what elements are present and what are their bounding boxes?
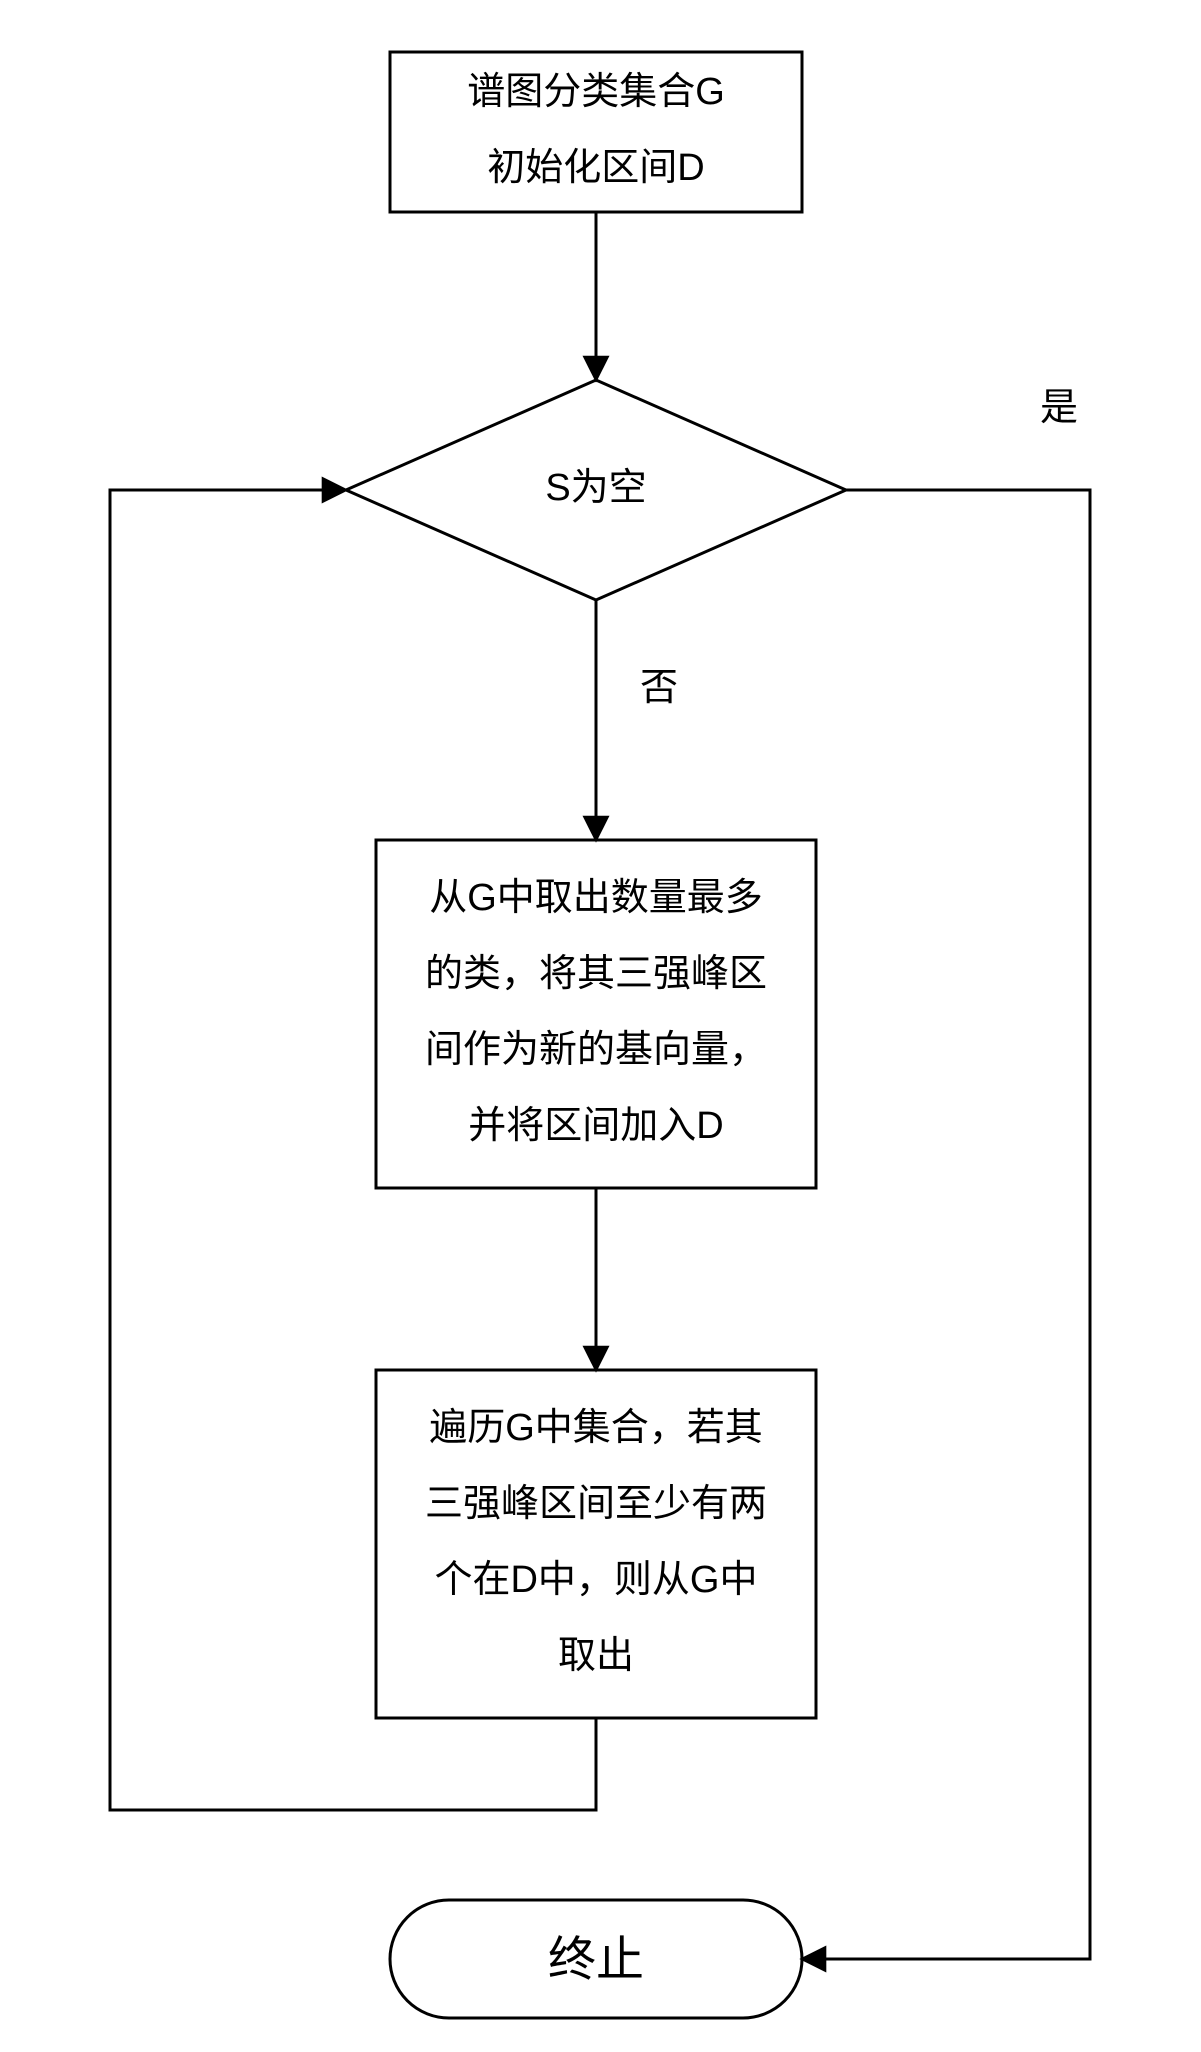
proc1: 从G中取出数量最多的类，将其三强峰区间作为新的基向量， 并将区间加入D [376, 840, 816, 1188]
proc2-line-2: 个在D中，则从G中 [434, 1559, 757, 1601]
end: 终止 [390, 1900, 802, 2018]
proc1-line-2: 间作为新的基向量， [425, 1029, 767, 1071]
decision: S为空 [346, 380, 846, 600]
proc1-line-3: 并将区间加入D [468, 1105, 723, 1147]
start: 谱图分类集合G 初始化区间D [390, 52, 802, 212]
proc2-line-1: 三强峰区间至少有两 [425, 1483, 767, 1525]
edge-4-label: 是 [1040, 387, 1078, 429]
proc2: 遍历G中集合，若其三强峰区间至少有两个在D中，则从G中取出 [376, 1370, 816, 1718]
edge-1-label: 否 [640, 667, 678, 709]
proc1-line-0: 从G中取出数量最多 [429, 877, 763, 919]
edge-4: 是 [802, 387, 1090, 1959]
proc2-line-3: 取出 [558, 1635, 634, 1677]
proc2-line-0: 遍历G中集合，若其 [429, 1407, 763, 1449]
edge-1: 否 [596, 600, 678, 840]
start-line-1: 初始化区间D [487, 147, 704, 189]
decision-text: S为空 [545, 467, 646, 509]
edge-3 [110, 490, 596, 1810]
proc1-line-1: 的类，将其三强峰区 [425, 953, 767, 995]
end-text: 终止 [548, 1934, 644, 1987]
start-line-0: 谱图分类集合G [467, 71, 725, 113]
